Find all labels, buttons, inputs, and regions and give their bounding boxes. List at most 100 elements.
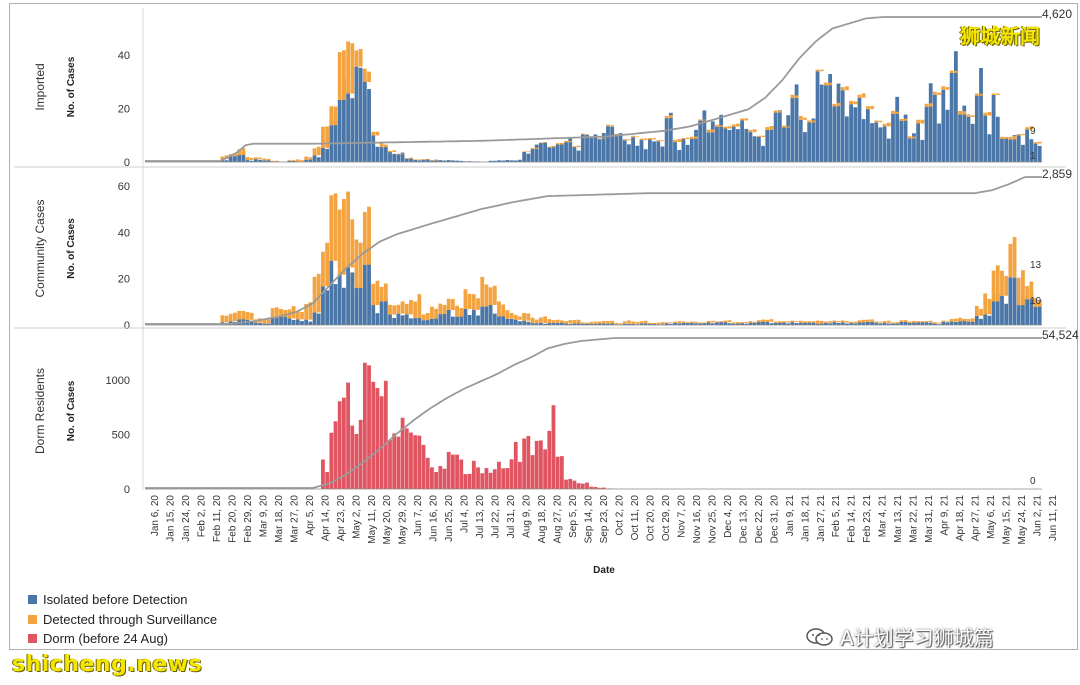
bar-detected-through-surveillance	[849, 321, 853, 324]
bar-detected-through-surveillance	[283, 309, 288, 317]
bar-detected-through-surveillance	[321, 251, 325, 287]
bar-isolated-before-detection	[740, 323, 744, 325]
bar-detected-through-surveillance	[300, 160, 304, 162]
bar-isolated-before-detection	[522, 151, 527, 162]
bar-dorm-before-24-aug	[329, 432, 334, 489]
bar-detected-through-surveillance	[509, 312, 514, 319]
bar-detected-through-surveillance	[991, 93, 996, 95]
bar-isolated-before-detection	[987, 315, 992, 325]
bar-isolated-before-detection	[845, 116, 849, 162]
bar-isolated-before-detection	[375, 146, 380, 162]
bar-isolated-before-detection	[467, 314, 472, 325]
bar-dorm-before-24-aug	[354, 433, 359, 489]
wechat-icon	[806, 627, 833, 646]
bar-detected-through-surveillance	[845, 86, 849, 91]
bar-isolated-before-detection	[434, 317, 439, 325]
bar-isolated-before-detection	[509, 160, 514, 162]
bar-detected-through-surveillance	[220, 156, 225, 160]
x-tick-label: Jan 6, 20	[150, 495, 161, 537]
bar-detected-through-surveillance	[1000, 270, 1004, 296]
bar-isolated-before-detection	[840, 322, 845, 325]
bar-isolated-before-detection	[547, 322, 552, 325]
bar-detected-through-surveillance	[765, 319, 770, 322]
bar-isolated-before-detection	[358, 286, 363, 325]
bar-detected-through-surveillance	[958, 317, 962, 322]
bar-isolated-before-detection	[1021, 297, 1025, 325]
bar-isolated-before-detection	[421, 159, 426, 162]
bar-isolated-before-detection	[673, 322, 677, 325]
bar-detected-through-surveillance	[824, 321, 828, 323]
bar-isolated-before-detection	[346, 93, 350, 162]
x-tick-label: Jan 18, 21	[800, 495, 811, 542]
bar-detected-through-surveillance	[765, 127, 770, 130]
bar-detected-through-surveillance	[895, 322, 900, 324]
x-tick-label: May 29, 20	[398, 495, 409, 545]
bar-detected-through-surveillance	[450, 299, 455, 310]
bar-isolated-before-detection	[899, 321, 904, 325]
bar-isolated-before-detection	[551, 146, 556, 162]
bar-detected-through-surveillance	[559, 142, 564, 145]
bar-isolated-before-detection	[694, 129, 698, 162]
bar-isolated-before-detection	[765, 129, 770, 162]
bar-isolated-before-detection	[635, 145, 640, 162]
legend-item-dorm[interactable]: Dorm (before 24 Aug)	[28, 629, 217, 649]
bar-isolated-before-detection	[455, 160, 459, 162]
bar-isolated-before-detection	[283, 313, 288, 325]
bar-isolated-before-detection	[450, 160, 455, 162]
bar-dorm-before-24-aug	[421, 444, 426, 489]
bar-detected-through-surveillance	[400, 153, 405, 155]
bar-dorm-before-24-aug	[564, 479, 568, 489]
bar-detected-through-surveillance	[463, 289, 468, 309]
bar-dorm-before-24-aug	[371, 381, 376, 489]
bar-detected-through-surveillance	[488, 287, 493, 305]
bar-detected-through-surveillance	[597, 321, 602, 324]
bar-detected-through-surveillance	[245, 157, 250, 161]
bar-detected-through-surveillance	[874, 120, 879, 123]
bar-detected-through-surveillance	[815, 320, 820, 324]
bar-dorm-before-24-aug	[367, 365, 371, 489]
bar-dorm-before-24-aug	[404, 428, 409, 489]
bar-isolated-before-detection	[543, 142, 547, 162]
bar-detected-through-surveillance	[342, 50, 346, 100]
bar-isolated-before-detection	[1037, 145, 1042, 162]
bar-isolated-before-detection	[304, 319, 309, 325]
bar-isolated-before-detection	[991, 301, 996, 325]
bar-detected-through-surveillance	[1029, 281, 1034, 300]
bar-dorm-before-24-aug	[543, 449, 547, 489]
bar-dorm-before-24-aug	[321, 459, 325, 489]
panel-title: Community Cases	[33, 199, 47, 297]
bar-isolated-before-detection	[572, 323, 577, 325]
bar-isolated-before-detection	[392, 317, 397, 325]
bar-isolated-before-detection	[362, 264, 367, 325]
bar-detected-through-surveillance	[342, 198, 346, 275]
bar-isolated-before-detection	[798, 322, 803, 325]
bar-detected-through-surveillance	[627, 320, 631, 324]
bar-isolated-before-detection	[409, 157, 413, 162]
bar-isolated-before-detection	[945, 322, 950, 325]
bar-detected-through-surveillance	[899, 118, 904, 121]
bar-isolated-before-detection	[752, 322, 757, 325]
bar-isolated-before-detection	[723, 322, 728, 325]
bar-detected-through-surveillance	[643, 320, 648, 324]
legend-item-isolated[interactable]: Isolated before Detection	[28, 590, 217, 610]
bar-isolated-before-detection	[379, 301, 384, 325]
bar-isolated-before-detection	[824, 85, 828, 162]
bar-isolated-before-detection	[899, 120, 904, 162]
bar-isolated-before-detection	[710, 323, 715, 325]
x-tick-label: Jul 31, 20	[506, 495, 517, 539]
bar-detected-through-surveillance	[1008, 243, 1013, 278]
bar-isolated-before-detection	[681, 322, 686, 325]
bar-isolated-before-detection	[752, 136, 757, 162]
bar-detected-through-surveillance	[740, 118, 744, 121]
bar-detected-through-surveillance	[337, 209, 342, 275]
x-tick-label: Apr 23, 20	[336, 495, 347, 542]
bar-detected-through-surveillance	[979, 308, 983, 316]
bar-detected-through-surveillance	[983, 293, 988, 315]
bar-detected-through-surveillance	[396, 153, 401, 155]
legend-item-surveillance[interactable]: Detected through Surveillance	[28, 610, 217, 630]
bar-detected-through-surveillance	[865, 319, 870, 322]
bar-dorm-before-24-aug	[362, 362, 367, 489]
bar-isolated-before-detection	[350, 98, 355, 162]
bar-detected-through-surveillance	[425, 312, 430, 321]
bar-detected-through-surveillance	[371, 283, 376, 306]
